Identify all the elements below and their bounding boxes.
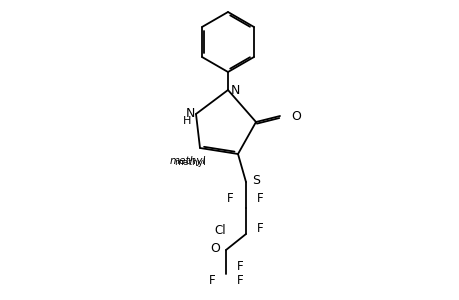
Text: F: F xyxy=(236,274,243,286)
Text: F: F xyxy=(256,193,263,206)
Text: methyl: methyl xyxy=(169,156,206,166)
Text: F: F xyxy=(256,221,263,235)
Text: methyl: methyl xyxy=(174,158,206,167)
Text: S: S xyxy=(252,173,259,187)
Text: O: O xyxy=(291,110,300,122)
Text: F: F xyxy=(236,260,243,272)
Text: N: N xyxy=(185,106,195,119)
Text: H: H xyxy=(182,116,191,126)
Text: F: F xyxy=(226,193,233,206)
Text: Cl: Cl xyxy=(214,224,225,236)
Text: N: N xyxy=(230,83,240,97)
Text: F: F xyxy=(208,274,215,286)
Text: O: O xyxy=(210,242,219,254)
